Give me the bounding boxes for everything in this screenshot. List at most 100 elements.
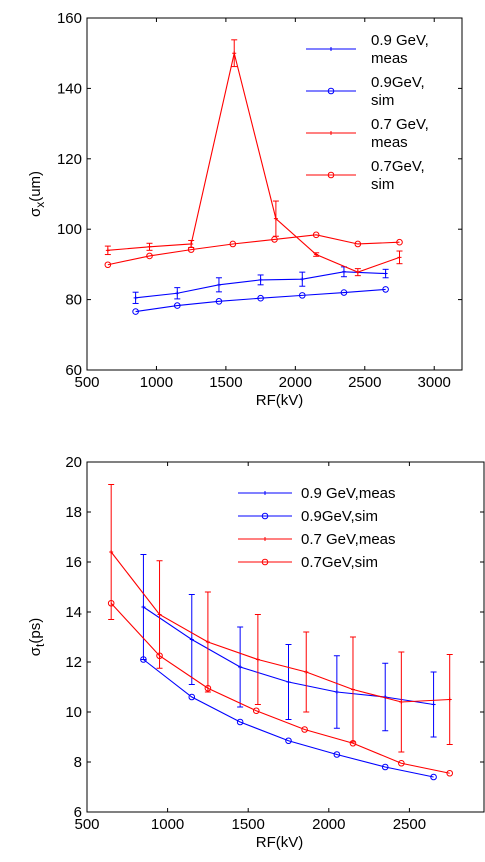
data-point xyxy=(383,271,388,276)
x-tick-label: 1500 xyxy=(232,816,265,833)
plot-frame xyxy=(86,17,463,371)
data-point xyxy=(109,550,114,554)
legend-marker xyxy=(329,47,333,51)
data-point xyxy=(312,231,320,239)
data-point xyxy=(350,687,355,692)
data-point xyxy=(104,261,112,269)
data-point xyxy=(133,295,138,300)
data-point xyxy=(173,302,181,309)
y-tick-label: 100 xyxy=(57,221,82,238)
series-3 xyxy=(108,484,453,753)
legend-label: 0.7GeV,sim xyxy=(301,554,378,571)
y-axis-label: σt(ps) xyxy=(27,618,47,656)
legend-label: 0.7GeV, xyxy=(371,158,425,175)
data-point xyxy=(175,291,180,296)
y-tick-label: 18 xyxy=(65,504,82,521)
data-point xyxy=(236,718,244,726)
data-point xyxy=(273,216,278,221)
legend-marker xyxy=(261,558,269,566)
data-point xyxy=(147,244,152,249)
data-point xyxy=(238,665,243,669)
x-tick-label: 1000 xyxy=(140,374,173,391)
data-point xyxy=(396,238,403,246)
y-tick-label: 10 xyxy=(65,704,82,721)
legend-label-line2: meas xyxy=(371,134,408,151)
x-tick-label: 2500 xyxy=(393,816,426,833)
x-tick-label: 2000 xyxy=(279,374,312,391)
data-point xyxy=(286,680,291,684)
data-point xyxy=(298,292,306,299)
series-1 xyxy=(140,554,437,738)
data-point xyxy=(382,286,389,293)
data-point xyxy=(271,236,278,243)
y-tick-label: 120 xyxy=(57,151,82,168)
data-point xyxy=(399,700,404,704)
x-axis-label: RF(kV) xyxy=(256,834,304,851)
data-point xyxy=(107,599,115,607)
y-tick-label: 14 xyxy=(65,604,82,621)
x-tick-label: 2500 xyxy=(348,374,381,391)
data-point xyxy=(146,252,153,260)
legend-label-line2: meas xyxy=(371,50,408,67)
data-point xyxy=(188,693,196,701)
data-point xyxy=(232,51,237,56)
chart-1: 500 1000 1500 2000 2500 3000 60 80 100 120 140 160 R… xyxy=(27,10,463,409)
data-point xyxy=(156,652,163,660)
y-tick-label: 160 xyxy=(57,10,82,27)
x-tick-label: 500 xyxy=(74,374,99,391)
data-point xyxy=(229,240,237,248)
series-line xyxy=(107,234,400,266)
data-point xyxy=(304,670,309,674)
y-tick-label: 12 xyxy=(65,654,82,671)
series-2 xyxy=(132,286,389,315)
legend-label: 0.9 GeV,meas xyxy=(301,485,396,502)
y-tick-label: 20 xyxy=(65,454,82,471)
data-point xyxy=(355,270,360,275)
data-point xyxy=(381,763,389,771)
data-point xyxy=(300,277,305,282)
data-point xyxy=(132,308,139,315)
legend-label-line2: sim xyxy=(371,92,394,109)
legend-marker xyxy=(263,491,267,495)
series-4 xyxy=(107,599,454,777)
data-point xyxy=(301,726,308,733)
data-point xyxy=(141,605,146,609)
series-line xyxy=(110,551,450,703)
y-tick-label: 60 xyxy=(65,362,82,379)
y-tick-label: 8 xyxy=(74,754,82,771)
x-tick-label: 500 xyxy=(74,816,99,833)
legend-label-line2: sim xyxy=(371,176,394,193)
series-line xyxy=(143,659,434,778)
y-tick-label: 80 xyxy=(65,292,82,309)
data-point xyxy=(189,241,194,246)
data-point xyxy=(258,277,263,282)
legend-label: 0.7 GeV, xyxy=(371,116,429,133)
data-point xyxy=(333,751,341,758)
data-point xyxy=(431,702,436,707)
data-point xyxy=(447,697,452,702)
data-point xyxy=(105,248,110,253)
legend-marker xyxy=(327,171,335,179)
data-point xyxy=(446,769,454,777)
data-point xyxy=(398,759,405,767)
data-point xyxy=(157,612,162,617)
x-tick-label: 3000 xyxy=(418,374,451,391)
data-point xyxy=(341,269,346,274)
x-tick-label: 2000 xyxy=(312,816,345,833)
plot-frame xyxy=(86,461,485,813)
data-point xyxy=(354,240,362,248)
legend-marker xyxy=(327,87,335,95)
x-tick-label: 1000 xyxy=(151,816,184,833)
data-point xyxy=(340,289,348,296)
data-point xyxy=(255,657,260,662)
data-point xyxy=(285,737,292,745)
legend-label: 0.9 GeV, xyxy=(371,32,429,49)
legend-label: 0.9GeV,sim xyxy=(301,508,378,525)
x-axis-label: RF(kV) xyxy=(256,392,304,409)
y-tick-label: 140 xyxy=(57,80,82,97)
series-2 xyxy=(140,656,437,781)
legend-marker xyxy=(329,131,333,135)
